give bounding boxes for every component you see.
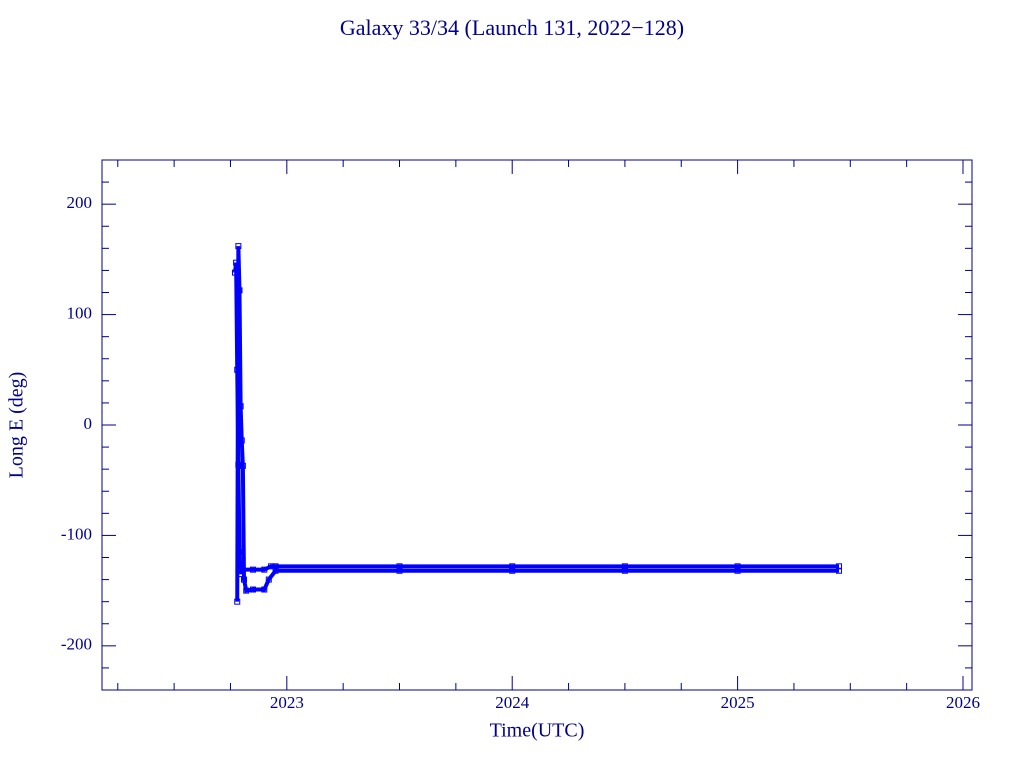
chart-title: Galaxy 33/34 (Launch 131, 2022−128) <box>340 15 684 40</box>
data-point <box>240 576 247 583</box>
data-point <box>237 403 244 410</box>
x-axis-label: Time(UTC) <box>490 720 585 742</box>
data-point <box>238 437 245 444</box>
data-point <box>250 566 257 573</box>
data-point <box>396 567 403 574</box>
y-tick-label: 200 <box>67 193 93 212</box>
data-point <box>239 462 246 469</box>
x-tick-label: 2025 <box>721 693 755 712</box>
data-point <box>261 586 268 593</box>
data-point <box>621 567 628 574</box>
data-point <box>265 576 272 583</box>
y-tick-label: -200 <box>61 635 92 654</box>
data-point <box>236 287 243 294</box>
x-tick-label: 2023 <box>270 693 304 712</box>
y-tick-label: 100 <box>67 303 93 322</box>
data-point <box>235 243 242 250</box>
series-line <box>235 246 840 602</box>
x-tick-label: 2026 <box>946 693 980 712</box>
data-point <box>272 567 279 574</box>
y-tick-label: -100 <box>61 524 92 543</box>
x-tick-label: 2024 <box>495 693 530 712</box>
data-point <box>243 587 250 594</box>
y-tick-label: 0 <box>84 414 93 433</box>
data-point <box>509 567 516 574</box>
data-point <box>250 586 257 593</box>
data-point <box>836 567 843 574</box>
data-point <box>261 566 268 573</box>
y-axis-label: Long E (deg) <box>6 372 28 479</box>
data-point <box>234 598 241 605</box>
data-point <box>734 567 741 574</box>
